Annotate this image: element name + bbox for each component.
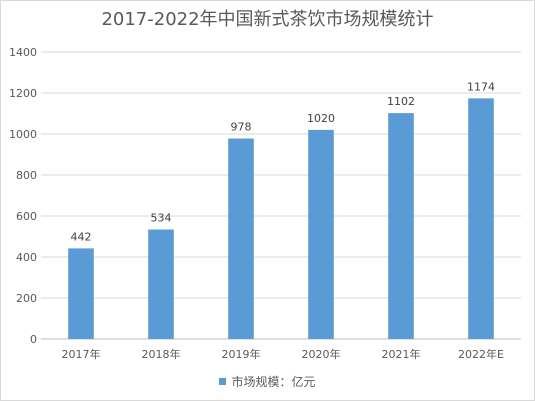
data-labels: 442 534 978 1020 1102 1174: [71, 80, 496, 243]
data-label: 534: [151, 212, 172, 225]
y-tick-label: 200: [16, 292, 37, 305]
y-axis-ticks: 0 200 400 600 800 1000 1200 1400: [9, 46, 37, 346]
y-tick-label: 1000: [9, 128, 37, 141]
x-tick-label: 2022年E: [458, 347, 504, 361]
y-tick-label: 600: [16, 210, 37, 223]
y-tick-label: 400: [16, 251, 37, 264]
bar: [308, 129, 334, 339]
data-label: 1020: [307, 112, 335, 125]
chart-title: 2017-2022年中国新式茶饮市场规模统计: [101, 9, 434, 30]
legend: 市场规模：亿元: [1, 373, 534, 390]
x-tick-label: 2020年: [302, 347, 341, 361]
bars: [68, 98, 494, 339]
bar: [388, 113, 414, 339]
bar: [228, 138, 254, 339]
y-tick-label: 1400: [9, 46, 37, 59]
data-label: 1102: [387, 95, 415, 108]
bar: [148, 229, 174, 339]
bar: [68, 248, 94, 339]
gridlines: [41, 51, 521, 340]
x-tick-label: 2017年: [62, 347, 101, 361]
legend-label: 市场规模：亿元: [231, 375, 316, 389]
bar: [468, 98, 494, 339]
x-tick-label: 2018年: [142, 347, 181, 361]
x-axis-ticks: 2017年 2018年 2019年 2020年 2021年 2022年E: [62, 347, 505, 361]
y-tick-label: 800: [16, 169, 37, 182]
y-tick-label: 0: [30, 333, 37, 346]
x-tick-label: 2019年: [222, 347, 261, 361]
legend-swatch: [219, 378, 227, 385]
x-tick-label: 2021年: [382, 347, 421, 361]
data-label: 1174: [467, 80, 495, 93]
data-label: 978: [231, 121, 252, 134]
y-tick-label: 1200: [9, 87, 37, 100]
data-label: 442: [71, 230, 92, 243]
